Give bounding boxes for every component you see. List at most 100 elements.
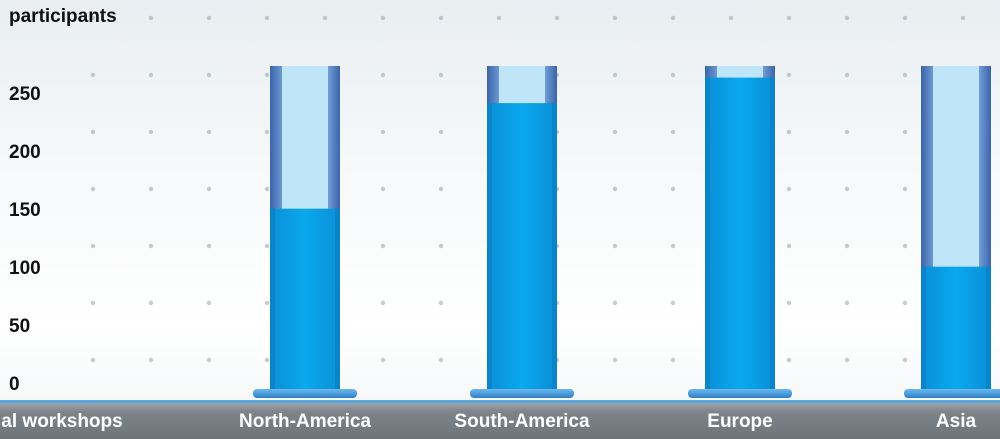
grid-dot — [670, 357, 676, 363]
bar-base — [253, 389, 357, 398]
grid-dot — [148, 357, 154, 363]
grid-dot — [670, 300, 676, 306]
grid-dot — [264, 357, 270, 363]
grid-dot — [728, 15, 734, 21]
grid-dot — [844, 300, 850, 306]
grid-dot — [612, 186, 618, 192]
grid-dot — [670, 15, 676, 21]
grid-dot — [380, 300, 386, 306]
y-tick-label: 150 — [9, 200, 41, 221]
grid-dot — [786, 300, 792, 306]
grid-dot — [496, 15, 502, 21]
grid-dot — [844, 72, 850, 78]
bar-fill — [270, 208, 340, 389]
grid-dot — [90, 72, 96, 78]
y-axis-label: participants — [9, 6, 117, 27]
grid-dot — [206, 186, 212, 192]
grid-dot — [786, 72, 792, 78]
grid-dot — [902, 357, 908, 363]
bar-edge-shade — [270, 208, 275, 389]
grid-dot — [670, 129, 676, 135]
grid-dot — [264, 243, 270, 249]
grid-dot — [380, 72, 386, 78]
grid-dot — [902, 15, 908, 21]
grid-dot — [612, 72, 618, 78]
grid-dot — [902, 186, 908, 192]
bar-base — [470, 389, 574, 398]
cylinder-bar — [904, 66, 1000, 398]
y-tick-label: 0 — [9, 374, 20, 395]
bar-base — [904, 389, 1000, 398]
grid-dot — [206, 243, 212, 249]
grid-dot — [380, 186, 386, 192]
grid-dot — [554, 15, 560, 21]
grid-dot — [322, 15, 328, 21]
bar-chart — [253, 66, 1000, 398]
grid-dot — [612, 129, 618, 135]
y-tick-label: 100 — [9, 258, 41, 279]
grid-dot — [148, 15, 154, 21]
cylinder-bar — [470, 66, 574, 398]
grid-dot — [206, 300, 212, 306]
grid-dot — [90, 186, 96, 192]
grid-dot — [438, 243, 444, 249]
grid-dot — [902, 243, 908, 249]
grid-dot — [786, 186, 792, 192]
grid-dot — [206, 15, 212, 21]
grid-dot — [380, 243, 386, 249]
grid-dot — [844, 15, 850, 21]
grid-dot — [786, 357, 792, 363]
category-label: South-America — [454, 411, 590, 432]
grid-dot — [438, 129, 444, 135]
grid-dot — [380, 357, 386, 363]
grid-dot — [670, 186, 676, 192]
grid-dot — [438, 300, 444, 306]
grid-dot — [264, 300, 270, 306]
bar-edge-shade — [705, 77, 710, 389]
bar-fill — [705, 77, 775, 389]
grid-dot — [844, 357, 850, 363]
grid-dot — [670, 72, 676, 78]
grid-dot — [844, 186, 850, 192]
grid-dot — [670, 243, 676, 249]
category-axis-band: al workshops North-America South-America Eu… — [0, 400, 1000, 439]
grid-dot — [438, 186, 444, 192]
grid-dot — [148, 243, 154, 249]
cylinder-bar — [688, 66, 792, 398]
grid-dot — [380, 129, 386, 135]
grid-dot — [206, 129, 212, 135]
grid-dot — [612, 357, 618, 363]
grid-dot — [960, 15, 966, 21]
grid-dot — [90, 15, 96, 21]
grid-dot — [438, 72, 444, 78]
grid-dot — [844, 129, 850, 135]
grid-dot — [902, 129, 908, 135]
bar-edge-shade — [921, 266, 926, 389]
grid-dot — [902, 72, 908, 78]
grid-dot — [264, 72, 270, 78]
grid-dot — [264, 129, 270, 135]
grid-dot — [264, 186, 270, 192]
grid-dot — [612, 300, 618, 306]
grid-dot — [786, 243, 792, 249]
bar-edge-shade — [335, 208, 340, 389]
grid-dot — [438, 357, 444, 363]
grid-dot — [612, 15, 618, 21]
grid-dot — [148, 186, 154, 192]
cylinder-bar — [253, 66, 357, 398]
grid-dot — [612, 243, 618, 249]
bar-edge-shade — [552, 103, 557, 390]
bar-edge-shade — [770, 77, 775, 389]
grid-dot — [90, 357, 96, 363]
grid-dot — [380, 15, 386, 21]
grid-dot — [264, 15, 270, 21]
grid-dot — [902, 300, 908, 306]
grid-dot — [90, 129, 96, 135]
bar-base — [688, 389, 792, 398]
grid-dot — [206, 357, 212, 363]
bar-edge-shade — [986, 266, 991, 389]
grid-dot — [148, 300, 154, 306]
grid-dot — [206, 72, 212, 78]
y-tick-label: 250 — [9, 84, 41, 105]
